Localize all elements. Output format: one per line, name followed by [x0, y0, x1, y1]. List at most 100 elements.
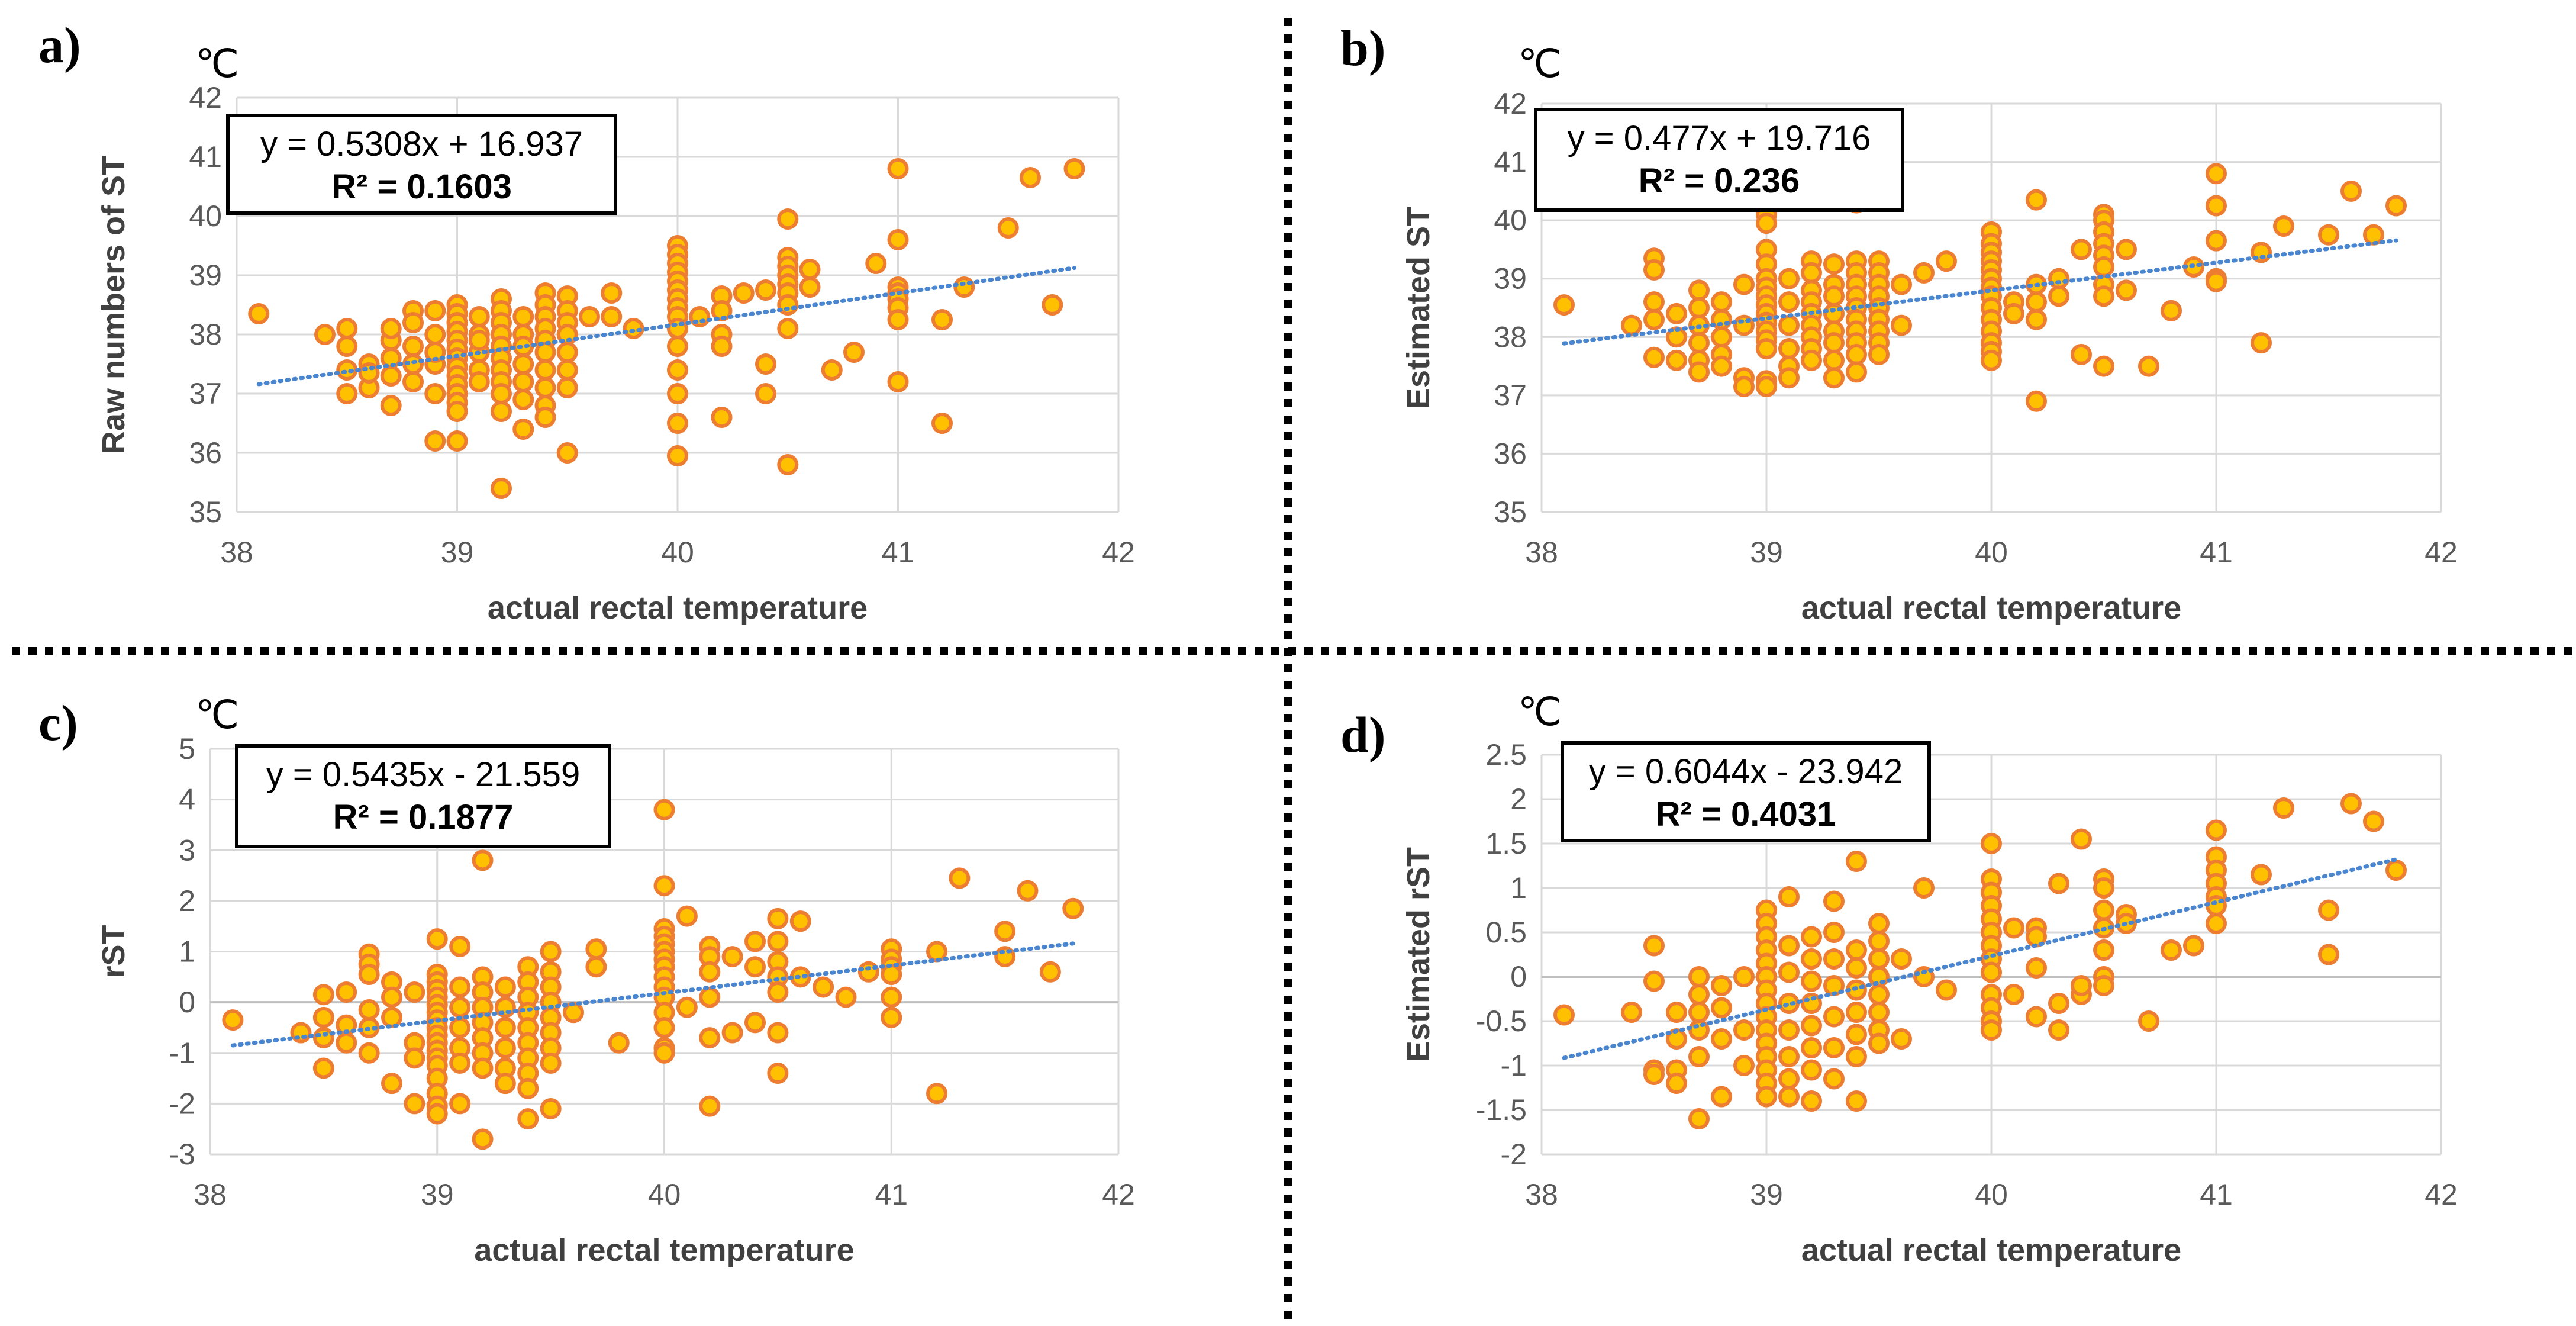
data-point [1643, 308, 1665, 330]
data-point [449, 996, 471, 1018]
data-point [1039, 961, 1061, 983]
data-point [931, 413, 953, 434]
data-point [777, 454, 799, 475]
data-point [699, 1095, 721, 1117]
data-point [2003, 917, 2024, 939]
y-tick-label: 39 [189, 259, 222, 292]
unit-label: ℃ [195, 43, 239, 86]
data-point [1846, 361, 1867, 383]
data-point [517, 1108, 539, 1130]
trendline [256, 266, 1076, 387]
data-point [1711, 291, 1732, 313]
x-axis-title: actual rectal temperature [474, 1232, 854, 1268]
data-point [887, 371, 909, 392]
data-point [931, 309, 953, 330]
data-point [1711, 1028, 1732, 1050]
y-axis-title: Raw numbers of ST [96, 156, 131, 454]
x-tick-label: 41 [882, 536, 915, 569]
data-point [1756, 213, 1777, 234]
data-point [1688, 966, 1710, 987]
data-point [1823, 1068, 1845, 1090]
y-tick-label: 0.5 [1485, 916, 1527, 949]
x-tick-label: 38 [220, 536, 253, 569]
y-tick-label: 1 [1510, 871, 1527, 905]
data-point [2003, 302, 2024, 324]
data-point [1643, 259, 1665, 281]
data-point [865, 253, 887, 274]
data-point [358, 964, 380, 986]
data-point [2026, 189, 2047, 211]
data-point [601, 306, 623, 327]
data-point [777, 318, 799, 339]
data-point [512, 419, 534, 440]
data-point [1801, 1037, 1822, 1058]
y-axis-title: Estimated rST [1401, 847, 1436, 1062]
data-point [1936, 979, 1957, 1001]
data-point [517, 1077, 539, 1099]
data-point [887, 229, 909, 250]
data-point [1823, 1006, 1845, 1028]
x-tick-label: 41 [2200, 536, 2233, 569]
y-tick-label: 1 [179, 935, 195, 968]
data-point [512, 306, 534, 327]
data-point [314, 324, 336, 345]
data-point [2385, 195, 2407, 217]
data-point [2385, 860, 2407, 881]
data-point [1981, 833, 2002, 854]
data-point [2161, 300, 2182, 321]
data-point [2048, 873, 2069, 894]
data-point [1891, 948, 1912, 970]
y-tick-label: 37 [1494, 379, 1527, 412]
data-point [556, 377, 578, 398]
data-point [336, 981, 357, 1003]
data-point [1778, 367, 1800, 389]
y-tick-label: 2 [179, 884, 195, 918]
data-point [755, 383, 776, 404]
data-point [799, 276, 821, 298]
data-point [424, 383, 446, 404]
y-tick-label: -1.5 [1476, 1093, 1527, 1127]
data-point [789, 910, 811, 932]
data-point [2206, 163, 2227, 185]
r-squared-label: R² = 0.4031 [1656, 795, 1836, 833]
data-point [2318, 944, 2339, 965]
panel-label: c) [38, 694, 78, 751]
x-tick-label: 39 [421, 1178, 454, 1211]
y-tick-label: -1 [169, 1037, 195, 1070]
trendline [230, 941, 1075, 1048]
data-point [494, 1016, 516, 1038]
data-point [1778, 886, 1800, 907]
data-point [446, 401, 468, 422]
data-point [777, 208, 799, 230]
y-tick-label: 36 [1494, 437, 1527, 470]
chart-panel-4: d) ℃ 38 39 40 41 42 -2 -1.5 -1 -0.5 0 0.5 1 1.5 2 2.5 act… [1340, 691, 2458, 1268]
data-point [623, 318, 644, 339]
data-point [1711, 326, 1732, 348]
data-point [699, 986, 721, 1008]
data-point [1711, 1086, 1732, 1108]
data-point [380, 395, 402, 416]
r-squared-label: R² = 0.236 [1639, 162, 1800, 200]
data-point [887, 158, 909, 179]
data-point [1891, 273, 1912, 295]
data-point [1846, 957, 1867, 979]
data-point [1643, 970, 1665, 992]
unit-label: ℃ [1518, 43, 1562, 86]
data-point [426, 928, 448, 950]
data-point [2273, 797, 2294, 819]
data-point [1756, 1086, 1777, 1108]
x-tick-label: 41 [875, 1178, 908, 1211]
data-point [881, 986, 902, 1008]
equation-box [1561, 741, 1931, 842]
data-point [667, 445, 688, 466]
data-point [744, 1012, 766, 1034]
data-point [2093, 877, 2114, 899]
data-point [733, 282, 755, 304]
data-point [424, 324, 446, 345]
data-point [336, 1032, 357, 1054]
data-point [358, 362, 380, 384]
y-tick-label: 41 [189, 140, 222, 173]
data-point [1891, 1028, 1912, 1050]
data-point [1801, 948, 1822, 970]
data-point [491, 478, 512, 499]
